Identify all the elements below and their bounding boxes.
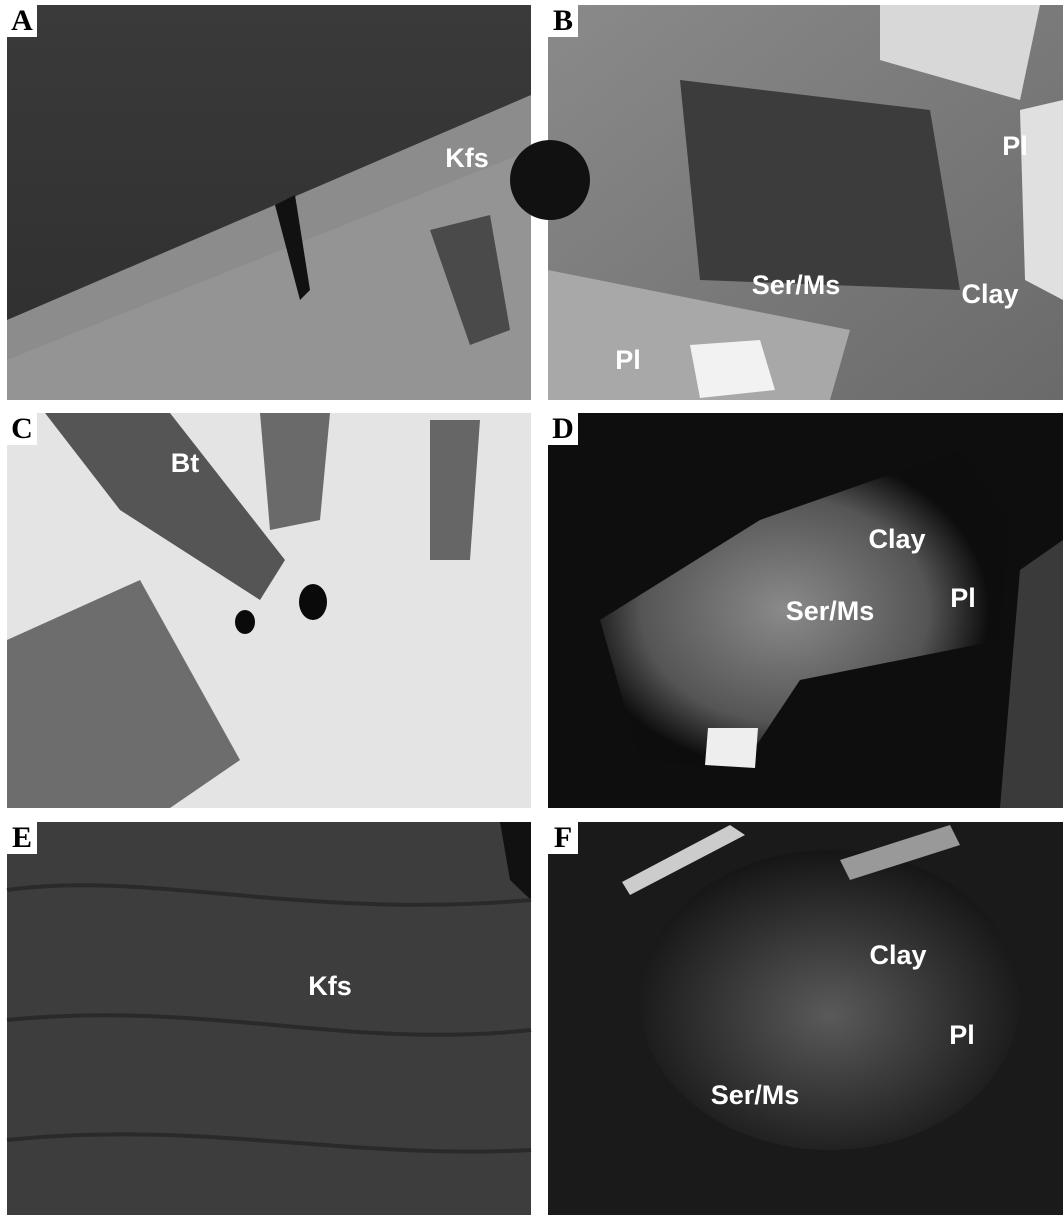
micrograph <box>7 822 531 1215</box>
grain <box>510 140 590 220</box>
figure: A Kfs B Pl Ser/Ms Clay Pl C Bt <box>0 0 1063 1215</box>
mineral-label: Pl <box>950 583 976 613</box>
mineral-label: Ser/Ms <box>752 270 841 300</box>
mineral-label: Ser/Ms <box>786 596 875 626</box>
biotite <box>260 413 330 530</box>
mineral-label: Ser/Ms <box>711 1080 800 1110</box>
crystal <box>1020 100 1063 300</box>
panel-letter: C <box>11 412 33 445</box>
panel-letter: A <box>11 4 33 37</box>
panel-a: A Kfs <box>7 4 531 400</box>
crystal <box>680 80 960 290</box>
panel-letter: F <box>554 821 572 854</box>
panel-c: C Bt <box>7 412 531 808</box>
mineral-label: Clay <box>869 940 926 970</box>
crystal <box>640 850 1020 1150</box>
panel-letter: E <box>12 821 32 854</box>
grain <box>690 340 775 398</box>
panel-b: B Pl Ser/Ms Clay Pl <box>510 4 1063 400</box>
grain <box>705 728 758 768</box>
mineral-label: Pl <box>615 345 641 375</box>
panel-e: E Kfs <box>7 821 531 1215</box>
mineral-label: Pl <box>949 1020 975 1050</box>
mineral-label: Clay <box>961 279 1018 309</box>
mineral-label: Clay <box>868 524 925 554</box>
grain <box>299 584 327 620</box>
panel-f: F Clay Pl Ser/Ms <box>548 821 1063 1215</box>
mineral-label: Kfs <box>308 971 352 1001</box>
panel-letter: B <box>553 4 573 37</box>
mineral-label: Bt <box>171 448 200 478</box>
grain <box>235 610 255 634</box>
panel-letter: D <box>552 412 574 445</box>
mineral-label: Pl <box>1002 131 1028 161</box>
panel-d: D Clay Pl Ser/Ms <box>548 412 1063 808</box>
mineral-label: Kfs <box>445 143 489 173</box>
